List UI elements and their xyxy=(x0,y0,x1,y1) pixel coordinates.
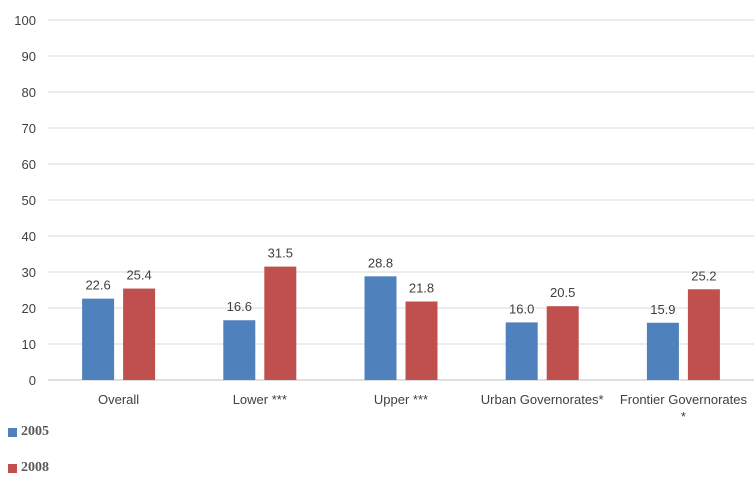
y-tick-label: 60 xyxy=(22,157,36,172)
x-axis: Overall Lower *** Upper *** Urban Governora… xyxy=(98,392,747,424)
data-label: 16.0 xyxy=(509,301,534,316)
data-label: 28.8 xyxy=(368,255,393,270)
bar-2005 xyxy=(364,276,397,380)
y-tick-label: 0 xyxy=(29,373,36,388)
data-label: 16.6 xyxy=(227,299,252,314)
bar-2005 xyxy=(505,322,538,380)
bar-2005 xyxy=(223,320,256,380)
data-label: 25.4 xyxy=(126,268,151,283)
data-label: 15.9 xyxy=(650,302,675,317)
data-label: 31.5 xyxy=(268,246,293,261)
data-labels: 22.6 25.4 16.6 31.5 28.8 21.8 16.0 20.5 15.9 25.2 xyxy=(85,246,716,317)
legend-swatch-2005 xyxy=(8,427,17,437)
legend-label-2008: 2008 xyxy=(21,460,49,475)
bar-2005 xyxy=(646,322,679,380)
bar-2008 xyxy=(687,289,720,380)
x-tick-label: Frontier Governorates xyxy=(620,392,748,407)
x-tick-label: Urban Governorates* xyxy=(481,392,604,407)
bar-2008 xyxy=(264,266,297,380)
x-tick-label: Upper *** xyxy=(374,392,428,407)
x-tick-label: Overall xyxy=(98,392,139,407)
y-tick-label: 20 xyxy=(22,301,36,316)
data-label: 21.8 xyxy=(409,281,434,296)
bar-2005 xyxy=(82,298,115,380)
bars xyxy=(82,266,720,380)
x-tick-label: Lower *** xyxy=(233,392,287,407)
y-tick-label: 80 xyxy=(22,85,36,100)
bar-2008 xyxy=(405,301,438,380)
y-axis: 0 10 20 30 40 50 60 70 80 90 100 xyxy=(14,13,36,388)
gridlines xyxy=(48,19,754,381)
data-label: 20.5 xyxy=(550,285,575,300)
legend-label-2005: 2005 xyxy=(21,424,49,439)
legend-item-2005: 2005 xyxy=(8,420,49,444)
y-tick-label: 30 xyxy=(22,265,36,280)
bar-2008 xyxy=(546,306,579,380)
x-tick-label: * xyxy=(681,409,686,424)
y-tick-label: 90 xyxy=(22,49,36,64)
bar-2008 xyxy=(123,288,156,380)
data-label: 22.6 xyxy=(85,278,110,293)
y-tick-label: 10 xyxy=(22,337,36,352)
data-label: 25.2 xyxy=(691,268,716,283)
legend: 2005 2008 xyxy=(8,420,49,492)
y-tick-label: 100 xyxy=(14,13,36,28)
y-tick-label: 50 xyxy=(22,193,36,208)
y-tick-label: 40 xyxy=(22,229,36,244)
legend-item-2008: 2008 xyxy=(8,456,49,480)
y-tick-label: 70 xyxy=(22,121,36,136)
